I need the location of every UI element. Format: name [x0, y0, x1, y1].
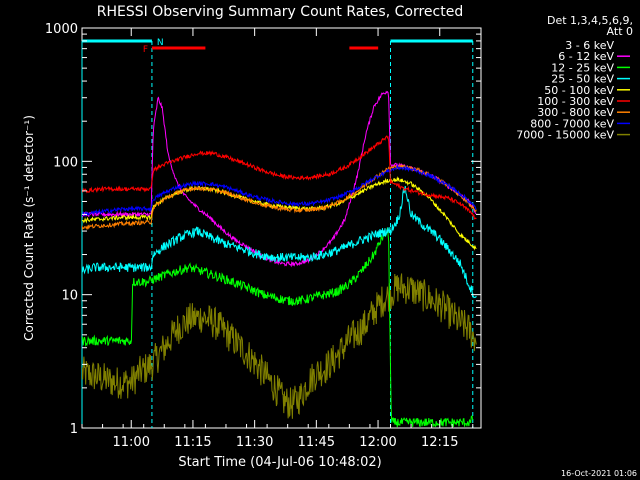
chart-title: RHESSI Observing Summary Count Rates, Co…: [97, 4, 463, 20]
x-tick-label-2: 11:30: [236, 435, 273, 450]
legend-entry-3: 25 - 50 keV: [551, 73, 614, 86]
series-line-4: [82, 176, 477, 251]
x-axis-label: Start Time (04-Jul-06 10:48:02): [178, 455, 381, 470]
y-axis-label: Corrected Count Rate (s⁻¹ detector⁻¹): [22, 115, 36, 341]
x-tick-label-5: 12:15: [421, 435, 458, 450]
legend-header-1: Att 0: [607, 25, 633, 38]
legend-header-0: Det 1,3,4,5,6,9,: [547, 14, 633, 27]
legend-entry-5: 100 - 300 keV: [537, 95, 614, 108]
series-line-5: [82, 135, 477, 220]
legend-entry-1: 6 - 12 keV: [558, 50, 614, 63]
series-line-2: [82, 227, 474, 428]
y-tick-label-0: 1: [70, 422, 78, 437]
night-flag-label: N: [157, 38, 164, 48]
plot-timestamp: 16-Oct-2021 01:06: [561, 469, 637, 478]
legend-entry-2: 12 - 25 keV: [551, 61, 614, 74]
series-line-0: [82, 97, 477, 302]
series-line-7: [82, 164, 477, 218]
observing-flags: NF: [81, 38, 474, 428]
legend-entry-7: 800 - 7000 keV: [530, 117, 614, 130]
series-layer: [82, 90, 477, 428]
y-tick-label-3: 1000: [45, 22, 78, 37]
x-axis: 11:00 11:15 11:30 11:45 12:00 12:15: [81, 28, 474, 450]
series-line-8: [82, 273, 477, 419]
y-axis: 1 10 100 1000: [45, 22, 481, 437]
series-line-3: [82, 185, 477, 299]
legend-entry-4: 50 - 100 keV: [544, 84, 614, 97]
x-tick-label-3: 11:45: [298, 435, 335, 450]
x-tick-label-0: 11:00: [113, 435, 150, 450]
x-tick-label-4: 12:00: [359, 435, 396, 450]
x-tick-label-1: 11:15: [174, 435, 211, 450]
series-line-6: [82, 164, 477, 231]
legend-entry-0: 3 - 6 keV: [565, 39, 614, 52]
y-tick-label-1: 10: [61, 289, 78, 304]
y-tick-label-2: 100: [53, 155, 78, 170]
legend-entry-6: 300 - 800 keV: [537, 106, 614, 119]
flare-flag-label: F: [143, 45, 148, 55]
series-line-1: [82, 90, 477, 268]
legend-entry-8: 7000 - 15000 keV: [516, 129, 614, 142]
